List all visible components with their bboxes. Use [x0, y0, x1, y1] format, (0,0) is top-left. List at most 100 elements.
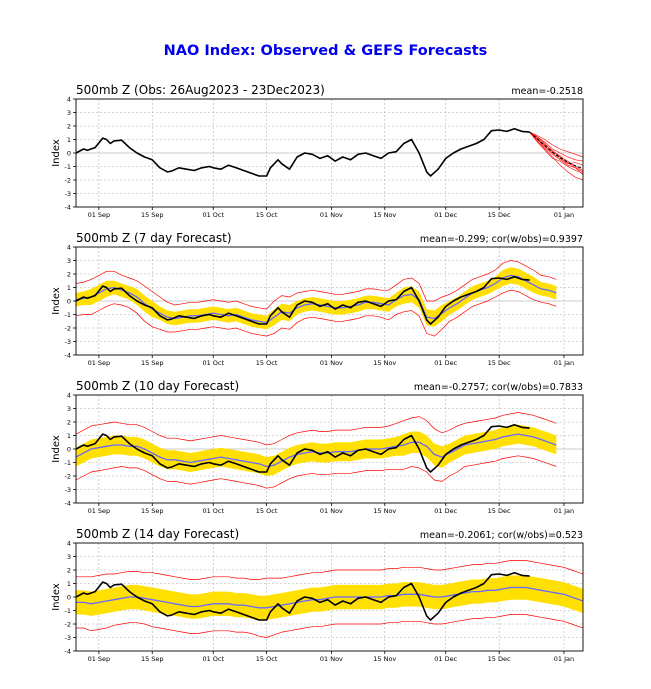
panel-title: 500mb Z (7 day Forecast)	[76, 231, 232, 245]
y-tick-label: -1	[65, 163, 71, 171]
forecast-member-line	[529, 131, 583, 174]
plot-frame	[75, 98, 584, 208]
y-tick-label: 2	[67, 566, 71, 574]
x-tick-label: 01 Jan	[554, 655, 574, 663]
x-tick-label: 01 Dec	[434, 507, 457, 515]
y-tick-label: 1	[67, 284, 71, 292]
plot-frame	[75, 246, 584, 356]
panel-stat: mean=-0.2061; cor(w/obs)=0.523	[420, 530, 583, 541]
plot-area	[76, 127, 583, 181]
panel-stat: mean=-0.2757; cor(w/obs)=0.7833	[414, 382, 583, 393]
y-tick-label: 3	[67, 109, 71, 117]
y-tick-label: 2	[67, 270, 71, 278]
y-tick-label: -4	[65, 351, 71, 359]
y-tick-label: -2	[65, 472, 71, 480]
x-tick-label: 15 Oct	[256, 359, 278, 367]
forecast-member-line	[529, 131, 583, 181]
x-tick-label: 01 Dec	[434, 359, 457, 367]
x-tick-label: 01 Oct	[202, 507, 224, 515]
forecast-upper-envelope	[76, 412, 557, 446]
forecast-lower-envelope	[76, 614, 583, 638]
panel-title: 500mb Z (Obs: 26Aug2023 - 23Dec2023)	[76, 83, 325, 97]
x-tick-label: 15 Sep	[141, 655, 164, 663]
x-tick-label: 01 Oct	[202, 359, 224, 367]
forecast-member-line	[529, 131, 583, 175]
y-tick-label: -3	[65, 634, 71, 642]
y-axis-label: Index	[51, 435, 62, 463]
y-tick-label: -2	[65, 324, 71, 332]
y-tick-label: -3	[65, 486, 71, 494]
observed-line	[76, 423, 530, 473]
y-tick-label: 0	[67, 445, 71, 453]
x-tick-label: 01 Jan	[554, 359, 574, 367]
x-tick-label: 15 Sep	[141, 211, 164, 219]
y-tick-label: -3	[65, 190, 71, 198]
y-tick-label: 4	[67, 95, 71, 103]
panel-stat: mean=-0.2518	[511, 86, 583, 97]
forecast-spread-band	[76, 267, 557, 330]
y-tick-label: -1	[65, 459, 71, 467]
x-tick-label: 15 Dec	[488, 211, 511, 219]
x-tick-label: 01 Sep	[88, 359, 111, 367]
y-tick-label: -1	[65, 607, 71, 615]
y-tick-label: 1	[67, 580, 71, 588]
observed-line	[76, 127, 530, 177]
x-tick-label: 15 Dec	[488, 655, 511, 663]
x-tick-label: 01 Nov	[320, 359, 343, 367]
x-tick-label: 15 Oct	[256, 655, 278, 663]
y-tick-label: 3	[67, 257, 71, 265]
x-tick-label: 15 Sep	[141, 507, 164, 515]
plot-frame	[75, 394, 584, 504]
forecast-lower-envelope	[76, 455, 557, 489]
y-axis-label: Index	[51, 583, 62, 611]
y-tick-label: 3	[67, 553, 71, 561]
x-tick-label: 01 Oct	[202, 211, 224, 219]
y-tick-label: -2	[65, 176, 71, 184]
forecast-upper-envelope	[76, 560, 583, 580]
y-tick-label: 0	[67, 149, 71, 157]
forecast-lower-envelope	[76, 289, 557, 337]
x-tick-label: 01 Sep	[88, 507, 111, 515]
y-axis-label: Index	[51, 139, 62, 167]
y-tick-label: 4	[67, 539, 71, 547]
plot-frame	[75, 542, 584, 652]
x-tick-label: 15 Dec	[488, 507, 511, 515]
y-tick-label: 1	[67, 136, 71, 144]
y-tick-label: 0	[67, 297, 71, 305]
x-tick-label: 15 Nov	[373, 359, 396, 367]
plot-area	[76, 412, 557, 489]
chart-14day-forecast: 500mb Z (14 day Forecast) mean=-0.2061; c…	[51, 527, 584, 663]
forecast-ensemble-mean	[529, 131, 583, 170]
x-tick-label: 01 Dec	[434, 211, 457, 219]
y-tick-label: -2	[65, 620, 71, 628]
y-tick-label: -4	[65, 647, 71, 655]
x-tick-label: 01 Nov	[320, 655, 343, 663]
plot-area	[76, 560, 583, 638]
x-tick-label: 01 Dec	[434, 655, 457, 663]
x-tick-label: 15 Nov	[373, 211, 396, 219]
figure-title: NAO Index: Observed & GEFS Forecasts	[163, 43, 488, 59]
y-tick-label: -3	[65, 338, 71, 346]
forecast-ensemble-mean	[76, 586, 583, 609]
y-tick-label: 2	[67, 418, 71, 426]
y-tick-label: 4	[67, 243, 71, 251]
y-tick-label: 3	[67, 405, 71, 413]
observed-line	[76, 275, 530, 325]
x-tick-label: 01 Oct	[202, 655, 224, 663]
forecast-spread-band	[76, 424, 557, 476]
forecast-upper-envelope	[76, 260, 557, 310]
chart-7day-forecast: 500mb Z (7 day Forecast) mean=-0.299; cor…	[51, 231, 584, 367]
panel-title: 500mb Z (14 day Forecast)	[76, 527, 239, 541]
observed-line	[76, 571, 530, 621]
x-tick-label: 01 Nov	[320, 507, 343, 515]
plot-area	[76, 260, 557, 337]
x-tick-label: 01 Nov	[320, 211, 343, 219]
y-tick-label: -1	[65, 311, 71, 319]
y-tick-label: 0	[67, 593, 71, 601]
chart-observed: 500mb Z (Obs: 26Aug2023 - 23Dec2023) mean…	[51, 83, 584, 219]
y-tick-label: -4	[65, 499, 71, 507]
y-tick-label: 2	[67, 122, 71, 130]
x-tick-label: 15 Nov	[373, 655, 396, 663]
x-tick-label: 15 Oct	[256, 211, 278, 219]
y-tick-label: -4	[65, 203, 71, 211]
